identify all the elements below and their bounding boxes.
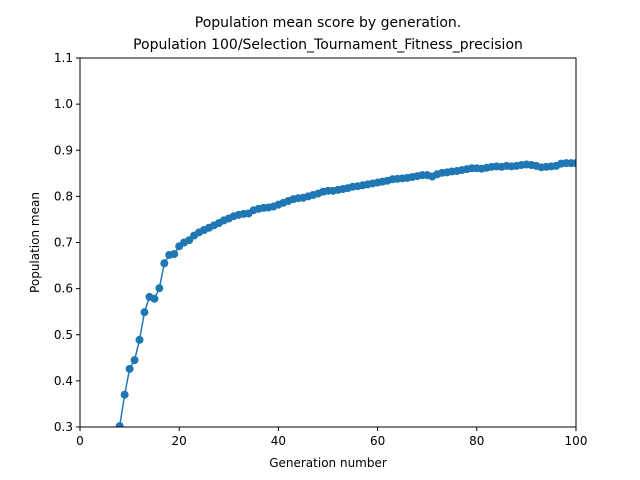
plot-area (115, 159, 576, 427)
point (155, 284, 164, 293)
y-tick-label: 0.8 (54, 189, 73, 203)
line (118, 162, 576, 427)
point (130, 356, 139, 365)
y-tick-label: 0.5 (54, 328, 73, 342)
y-axis-label: Population mean (28, 192, 42, 293)
point (170, 250, 179, 259)
x-axis-label: Generation number (269, 456, 387, 470)
chart-title: Population mean score by generation. (195, 15, 461, 31)
y-tick-label: 1.0 (54, 97, 73, 111)
y-tick-label: 0.7 (54, 236, 73, 250)
point (140, 308, 149, 317)
x-tick-label: 80 (469, 434, 484, 448)
x-tick-label: 40 (271, 434, 286, 448)
point (572, 159, 576, 168)
y-tick-label: 0.3 (54, 420, 73, 434)
point (160, 259, 169, 268)
x-tick-label: 0 (76, 434, 84, 448)
point (135, 335, 144, 344)
y-tick-label: 0.6 (54, 282, 73, 296)
x-tick-label: 100 (565, 434, 588, 448)
axes-frame (79, 57, 577, 428)
y-tick-label: 0.4 (54, 374, 73, 388)
point (115, 422, 124, 427)
point (120, 390, 129, 399)
x-tick-label: 20 (172, 434, 187, 448)
y-tick-label: 1.1 (54, 51, 73, 65)
point (150, 294, 159, 303)
chart-title: Population 100/Selection_Tournament_Fitn… (133, 37, 523, 53)
point (125, 364, 134, 373)
y-tick-label: 0.9 (54, 143, 73, 157)
x-tick-label: 60 (370, 434, 385, 448)
